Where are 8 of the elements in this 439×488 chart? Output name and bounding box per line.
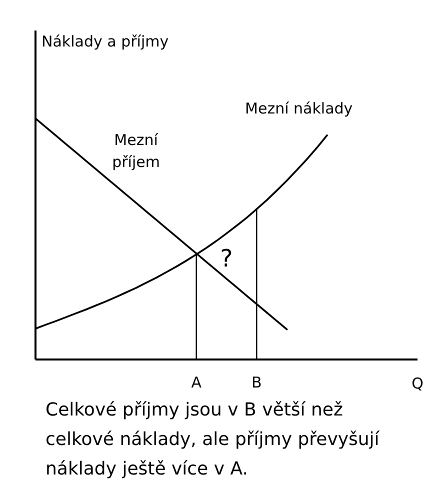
x-tick-label: A bbox=[191, 374, 202, 392]
x-tick-label: B bbox=[252, 374, 262, 392]
series-label: Mezní příjem bbox=[112, 131, 160, 171]
x-axis-title: Q bbox=[412, 374, 424, 392]
text: Mezní náklady bbox=[245, 99, 353, 118]
annotation: ? bbox=[220, 244, 233, 273]
text: Celkové příjmy jsou v B větší než celkové náklady, ale příjmy převyšují náklady ještě více v A. bbox=[46, 400, 380, 480]
y-axis-title: Náklady a příjmy bbox=[42, 32, 169, 50]
